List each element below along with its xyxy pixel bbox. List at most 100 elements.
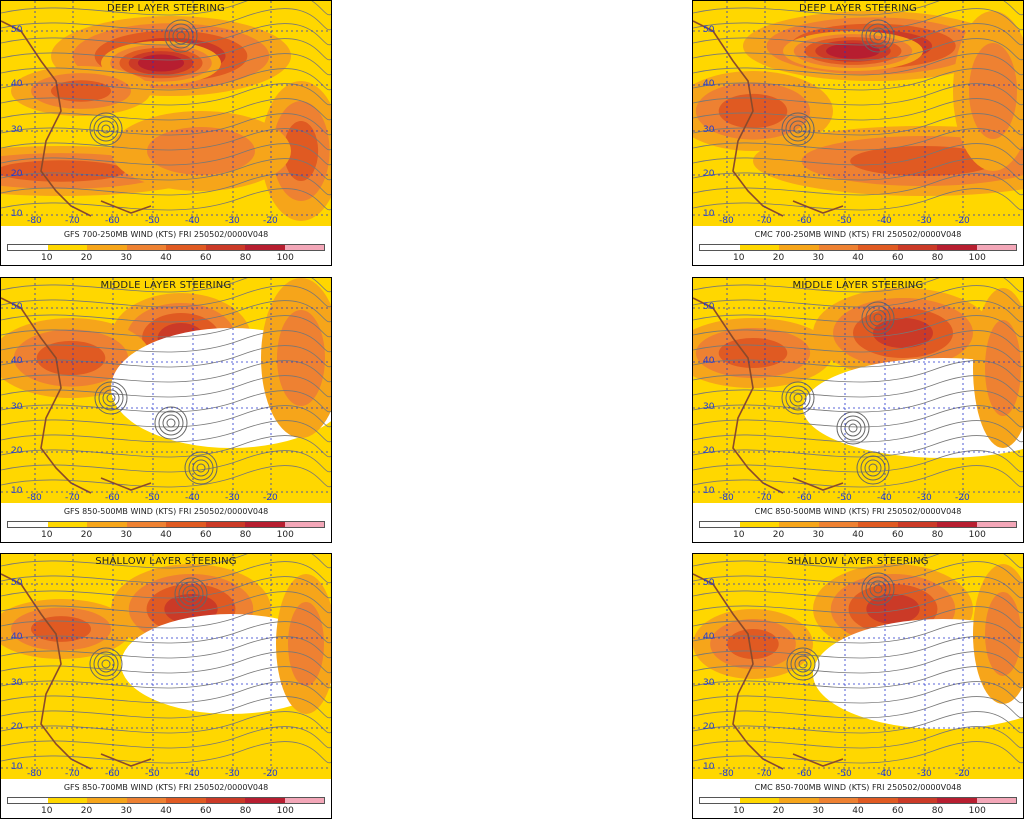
streamline [1,38,331,61]
colorbar-label: 10 [733,806,745,816]
longitude-label: -30 [225,769,240,779]
colorbar-swatch [8,798,48,803]
colorbar-swatch [205,245,245,250]
longitude-label: -80 [719,216,734,226]
colorbar-swatch [126,798,166,803]
colorbar-swatch [205,798,245,803]
circulation-streamline [793,393,803,403]
streamline [1,23,331,46]
longitude-label: -80 [27,493,42,503]
colorbar-swatch [779,245,819,250]
circulation-streamline [98,385,124,411]
streamline [1,278,331,293]
circulation-streamline [790,651,816,677]
latitude-label: 20 [11,446,23,456]
colorbar-label: 10 [733,253,745,263]
panel-title: DEEP LAYER STEERING [107,3,225,14]
longitude-label: -40 [185,493,200,503]
colorbar-label: 60 [200,253,212,263]
colorbar-swatch [8,522,48,527]
longitude-label: -30 [225,493,240,503]
streamline [1,681,331,704]
streamline [693,465,1023,488]
colorbar-swatch [976,522,1016,527]
circulation-streamline [106,393,116,403]
latitude-label: 50 [11,578,23,588]
circulation-streamline [178,581,204,607]
circulation-streamline [174,577,208,611]
longitude-label: -80 [719,769,734,779]
panel-caption: GFS 850-700MB WIND (KTS) FRI 250502/0000… [63,783,269,792]
streamline [1,173,331,196]
colorbar-label: 30 [812,530,824,540]
streamline [693,128,1023,151]
colorbar-swatch [47,522,87,527]
latitude-label: 30 [703,678,715,688]
circulation-streamline [861,301,895,335]
colorbar-swatch [779,522,819,527]
streamline [1,606,331,629]
colorbar-label: 30 [120,530,132,540]
streamline [1,315,331,338]
colorbar-label: 100 [968,806,986,816]
wind-speed-contour [1,160,126,182]
streamline [693,711,1023,734]
streamline [1,405,331,428]
colorbar-swatch [700,245,740,250]
streamline [693,591,1023,614]
longitude-label: -20 [955,493,970,503]
circulation-streamline [164,19,198,53]
streamline [1,561,331,584]
colorbar-label: 40 [160,530,172,540]
wind-map [693,278,1023,503]
longitude-label: -50 [837,769,852,779]
longitude-label: -60 [105,216,120,226]
streamline [1,554,331,569]
streamline [693,696,1023,719]
colorbar-label: 40 [852,530,864,540]
circulation-streamline [102,389,120,407]
latitude-label: 20 [703,446,715,456]
panel-caption: CMC 700-250MB WIND (KTS) FRI 250502/0000… [754,230,962,239]
longitude-label: -30 [917,216,932,226]
latitude-label: 30 [11,678,23,688]
streamline [1,8,331,31]
streamline [1,636,331,659]
streamline [693,173,1023,196]
longitude-label: -20 [263,493,278,503]
streamline [693,23,1023,46]
longitude-label: -30 [917,769,932,779]
streamline [1,666,331,689]
colorbar-swatch [166,522,206,527]
colorbar-swatch [976,798,1016,803]
longitude-label: -20 [955,216,970,226]
latitude-label: 10 [11,486,23,496]
latitude-label: 40 [11,79,23,89]
streamline [693,278,1023,293]
streamline [693,360,1023,383]
streamline [693,143,1023,166]
colorbar-label: 30 [812,806,824,816]
streamline [693,390,1023,413]
colorbar-label: 40 [852,806,864,816]
streamline [1,330,331,353]
panel-cmc-middle: MIDDLE LAYER STEERING 50 40 30 20 10 -80 -70 -60… [692,277,1024,543]
streamline [1,360,331,383]
longitude-label: -40 [877,493,892,503]
latitude-label: 40 [703,632,715,642]
colorbar-swatch [700,798,740,803]
wind-speed-contour [283,121,319,181]
wind-map [1,554,331,779]
circulation-streamline [176,31,186,41]
circulation-streamline [97,655,115,673]
colorbar-swatch [700,522,740,527]
wind-speed-colorbar [7,244,325,251]
wind-speed-contour [985,320,1021,416]
colorbar-swatch [818,245,858,250]
coastline [1,297,152,494]
wind-speed-contour [969,43,1017,139]
wind-map [1,278,331,503]
streamline [693,68,1023,91]
wind-map [693,1,1023,226]
circulation-streamline [793,124,803,134]
